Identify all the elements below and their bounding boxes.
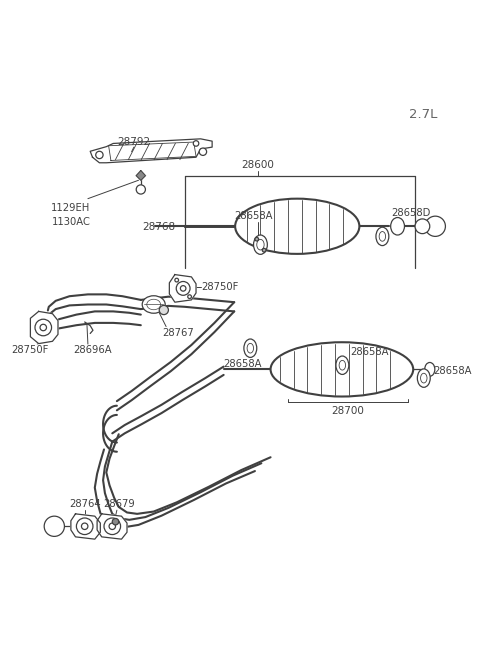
Circle shape <box>44 516 64 536</box>
Text: 28658D: 28658D <box>392 208 431 218</box>
Ellipse shape <box>253 235 267 254</box>
Polygon shape <box>97 514 127 539</box>
Text: A: A <box>51 522 58 531</box>
Polygon shape <box>71 514 100 539</box>
Ellipse shape <box>336 356 349 375</box>
Text: 28767: 28767 <box>162 328 193 337</box>
Ellipse shape <box>420 373 427 383</box>
Circle shape <box>176 282 190 295</box>
Circle shape <box>175 278 179 282</box>
Circle shape <box>109 523 116 529</box>
Text: 28750F: 28750F <box>202 282 239 292</box>
Text: 28750F: 28750F <box>11 345 48 355</box>
Circle shape <box>96 151 103 159</box>
Text: 28600: 28600 <box>242 160 275 170</box>
Circle shape <box>159 305 168 314</box>
Text: 28792: 28792 <box>117 137 150 147</box>
Circle shape <box>425 216 445 236</box>
Ellipse shape <box>425 362 435 376</box>
Circle shape <box>35 319 51 336</box>
Text: A: A <box>432 222 438 231</box>
Circle shape <box>180 286 186 291</box>
Circle shape <box>112 519 119 525</box>
Circle shape <box>188 295 192 299</box>
Ellipse shape <box>271 342 413 396</box>
Text: 28658A: 28658A <box>433 366 471 376</box>
Ellipse shape <box>339 360 346 370</box>
Polygon shape <box>136 170 145 180</box>
Text: 28679: 28679 <box>103 499 134 509</box>
Circle shape <box>136 185 145 194</box>
Text: 28658A: 28658A <box>350 347 389 358</box>
Polygon shape <box>30 311 58 344</box>
Text: 28696A: 28696A <box>73 345 112 355</box>
Ellipse shape <box>142 296 165 313</box>
Text: 28768: 28768 <box>142 222 175 232</box>
Ellipse shape <box>257 239 264 250</box>
Ellipse shape <box>379 232 385 241</box>
Circle shape <box>82 523 88 529</box>
Circle shape <box>415 219 430 234</box>
Ellipse shape <box>417 369 430 387</box>
Polygon shape <box>90 139 212 163</box>
Circle shape <box>76 518 93 534</box>
Circle shape <box>262 248 266 252</box>
Ellipse shape <box>247 343 253 353</box>
Circle shape <box>255 237 259 241</box>
Circle shape <box>199 148 206 155</box>
Ellipse shape <box>244 339 257 358</box>
Circle shape <box>40 324 47 331</box>
Ellipse shape <box>376 227 389 246</box>
Ellipse shape <box>235 198 360 254</box>
Circle shape <box>104 518 120 534</box>
Text: 2.7L: 2.7L <box>409 107 438 121</box>
Polygon shape <box>169 274 196 302</box>
Circle shape <box>193 141 199 146</box>
Ellipse shape <box>391 217 405 235</box>
Text: 1129EH
1130AC: 1129EH 1130AC <box>51 203 91 227</box>
Text: 28658A: 28658A <box>234 211 273 221</box>
Text: 28700: 28700 <box>331 405 364 416</box>
Text: 28764: 28764 <box>69 499 100 509</box>
Ellipse shape <box>147 299 161 310</box>
Text: 28658A: 28658A <box>224 359 262 369</box>
